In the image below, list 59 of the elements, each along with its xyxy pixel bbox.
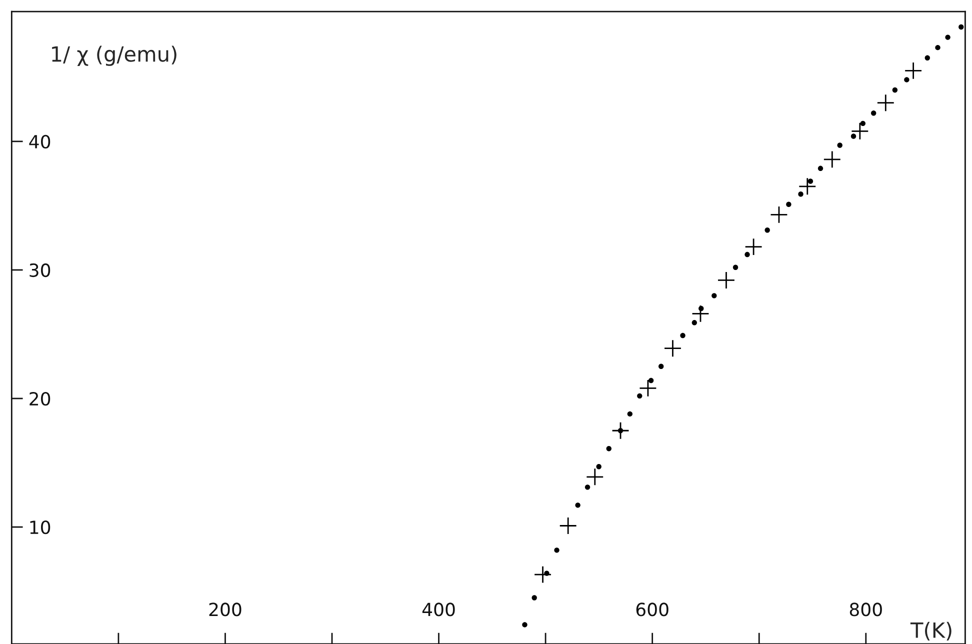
point xyxy=(627,411,633,417)
point xyxy=(823,150,842,168)
point xyxy=(786,202,792,207)
point xyxy=(850,134,856,139)
x-tick-label: 200 xyxy=(209,602,242,616)
y-tick-label: 10 xyxy=(30,520,50,534)
point xyxy=(870,110,876,116)
point xyxy=(876,94,895,112)
point xyxy=(904,77,910,82)
x-tick-label: 800 xyxy=(850,602,882,616)
point xyxy=(692,304,710,323)
point xyxy=(712,293,717,298)
point xyxy=(680,332,686,338)
point xyxy=(664,339,682,358)
point xyxy=(639,379,657,398)
point xyxy=(637,393,642,399)
x-tick-label: 600 xyxy=(636,602,668,616)
point xyxy=(837,142,842,148)
point xyxy=(606,446,612,452)
point xyxy=(935,44,940,50)
y-axis-title: 1/ χ (g/emu) xyxy=(52,46,176,66)
point xyxy=(904,62,922,80)
point xyxy=(924,55,930,60)
point xyxy=(798,192,804,197)
point xyxy=(618,428,624,434)
point xyxy=(717,271,736,290)
y-tick-label: 40 xyxy=(29,134,50,149)
point xyxy=(554,548,560,553)
point xyxy=(958,24,964,30)
point xyxy=(575,502,580,508)
point xyxy=(648,378,654,384)
point xyxy=(534,566,552,584)
point xyxy=(732,264,738,270)
point xyxy=(584,484,590,490)
y-tick-label: 20 xyxy=(30,392,50,406)
point xyxy=(851,122,869,140)
point xyxy=(744,238,762,256)
point xyxy=(559,516,577,535)
point xyxy=(808,178,814,184)
point xyxy=(692,320,698,326)
point xyxy=(744,252,750,258)
point xyxy=(586,468,604,486)
point xyxy=(892,87,898,93)
point xyxy=(764,228,770,233)
point xyxy=(860,120,866,126)
point xyxy=(770,206,788,224)
point xyxy=(522,622,528,628)
point xyxy=(596,464,602,470)
point xyxy=(612,422,630,440)
point xyxy=(798,177,816,196)
point xyxy=(658,364,664,369)
point xyxy=(818,166,824,172)
point xyxy=(544,570,550,576)
point xyxy=(532,595,537,600)
y-tick-label: 30 xyxy=(30,263,50,278)
x-axis-title: T(K) xyxy=(910,622,952,640)
point xyxy=(945,34,950,40)
point xyxy=(698,306,704,312)
x-tick-label: 400 xyxy=(422,602,455,616)
